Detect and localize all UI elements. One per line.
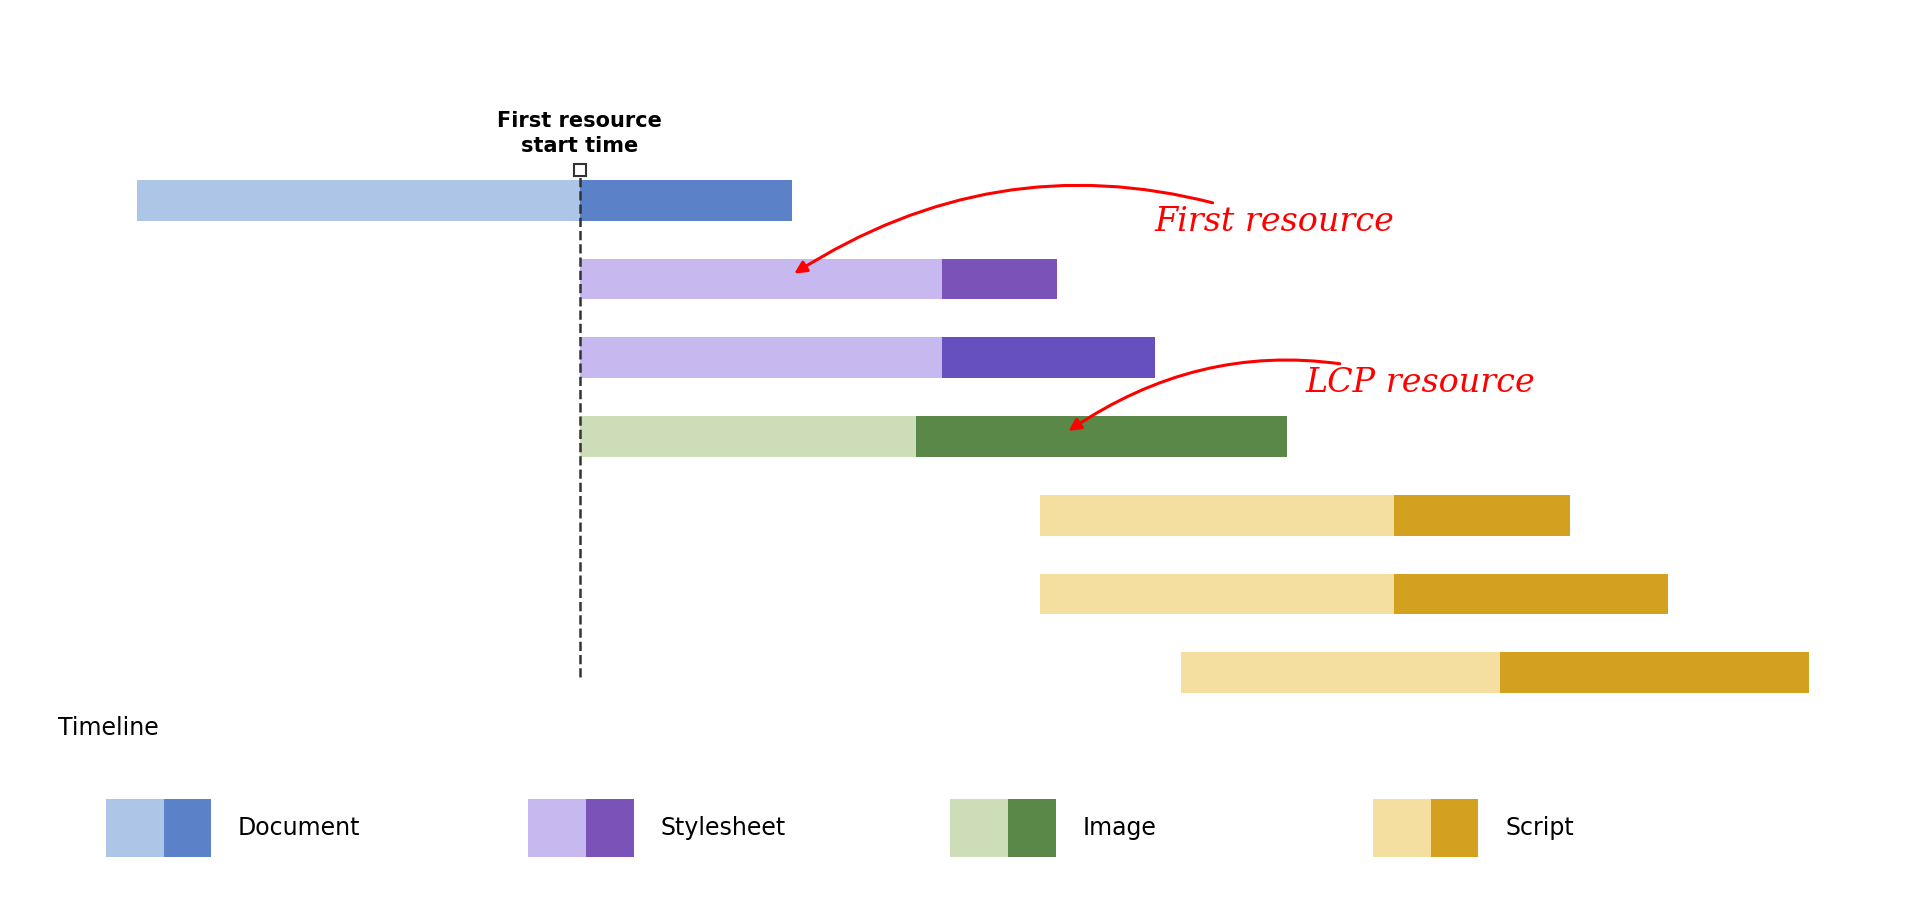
Bar: [580, 180, 791, 220]
Bar: [950, 799, 1008, 857]
Text: Image: Image: [1083, 816, 1156, 840]
Text: Stylesheet: Stylesheet: [660, 816, 785, 840]
Bar: [163, 799, 211, 857]
Bar: [580, 258, 943, 300]
Text: Script: Script: [1505, 816, 1574, 840]
Text: Document: Document: [238, 816, 361, 840]
Bar: [580, 416, 916, 457]
Bar: [586, 799, 634, 857]
Bar: [1039, 573, 1394, 615]
Bar: [943, 258, 1058, 300]
Bar: [943, 338, 1154, 378]
Bar: [1008, 799, 1056, 857]
Bar: [580, 338, 943, 378]
Bar: [1500, 652, 1809, 693]
Bar: [528, 799, 586, 857]
Bar: [1039, 495, 1394, 536]
Bar: [1394, 495, 1571, 536]
Bar: [916, 416, 1286, 457]
Bar: [136, 180, 580, 220]
Text: LCP resource: LCP resource: [1071, 360, 1534, 429]
Text: First resource: First resource: [797, 185, 1394, 272]
Text: Timeline: Timeline: [58, 716, 157, 740]
Bar: [1373, 799, 1430, 857]
Text: First resource
start time: First resource start time: [497, 112, 662, 157]
Bar: [106, 799, 163, 857]
Bar: [1181, 652, 1500, 693]
Bar: [1394, 573, 1668, 615]
Bar: [1430, 799, 1478, 857]
